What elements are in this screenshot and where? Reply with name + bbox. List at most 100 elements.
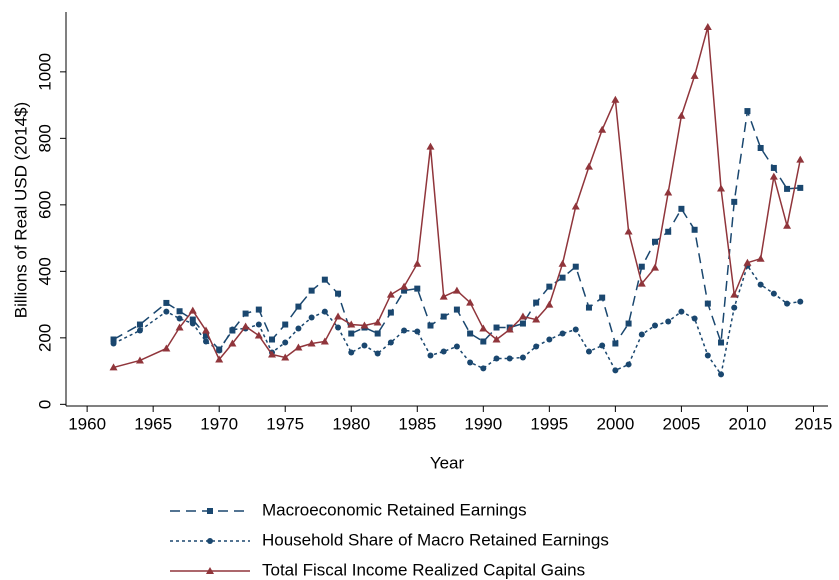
data-point bbox=[202, 332, 209, 339]
data-point bbox=[335, 290, 342, 297]
x-tick-label: 2000 bbox=[596, 414, 634, 433]
data-point bbox=[677, 111, 686, 119]
data-point bbox=[109, 363, 118, 371]
data-point bbox=[440, 348, 447, 355]
data-point bbox=[664, 188, 673, 196]
data-point bbox=[268, 350, 277, 358]
data-point bbox=[321, 308, 328, 315]
y-tick-label: 0 bbox=[35, 400, 54, 409]
x-tick-label: 2015 bbox=[795, 414, 833, 433]
data-point bbox=[229, 326, 236, 333]
data-point bbox=[374, 330, 381, 337]
data-point bbox=[678, 308, 685, 315]
data-point bbox=[718, 371, 725, 378]
data-point bbox=[136, 321, 143, 328]
data-point bbox=[558, 259, 567, 267]
data-point bbox=[308, 287, 315, 294]
data-point bbox=[400, 282, 409, 290]
data-point bbox=[401, 327, 408, 334]
data-point bbox=[797, 298, 804, 305]
data-point bbox=[254, 331, 263, 339]
data-point bbox=[717, 184, 726, 192]
data-point bbox=[546, 336, 553, 343]
data-point bbox=[413, 259, 422, 267]
data-point bbox=[770, 164, 777, 171]
data-point bbox=[320, 337, 329, 345]
data-point bbox=[638, 263, 645, 270]
data-point bbox=[532, 315, 541, 323]
data-point bbox=[281, 353, 290, 361]
data-point bbox=[518, 312, 527, 320]
x-tick-label: 2010 bbox=[729, 414, 767, 433]
data-point bbox=[427, 352, 434, 359]
data-point bbox=[188, 306, 197, 314]
data-point bbox=[361, 342, 368, 349]
data-point bbox=[757, 281, 764, 288]
data-point bbox=[427, 322, 434, 329]
data-point bbox=[479, 324, 488, 332]
x-tick-label: 1980 bbox=[332, 414, 370, 433]
data-point bbox=[176, 308, 183, 315]
data-point bbox=[691, 226, 698, 233]
data-point bbox=[638, 331, 645, 338]
data-point bbox=[453, 306, 460, 313]
data-point bbox=[255, 306, 262, 313]
legend-marker bbox=[206, 567, 214, 574]
data-point bbox=[373, 318, 382, 326]
data-point bbox=[571, 202, 580, 210]
data-point bbox=[546, 283, 553, 290]
data-point bbox=[744, 108, 751, 115]
legend-marker bbox=[207, 538, 213, 544]
y-tick-label: 400 bbox=[35, 257, 54, 285]
data-point bbox=[493, 324, 500, 331]
data-point bbox=[769, 172, 778, 180]
data-point bbox=[505, 325, 514, 333]
data-point bbox=[467, 359, 474, 366]
data-point bbox=[572, 263, 579, 270]
data-point bbox=[467, 330, 474, 337]
data-point bbox=[533, 299, 540, 306]
data-point bbox=[492, 335, 501, 343]
data-point bbox=[175, 323, 184, 331]
legend-marker bbox=[207, 508, 213, 514]
data-point bbox=[295, 303, 302, 310]
data-point bbox=[783, 221, 792, 229]
legend-label: Total Fiscal Income Realized Capital Gai… bbox=[262, 560, 585, 579]
y-tick-label: 200 bbox=[35, 324, 54, 352]
data-point bbox=[201, 326, 210, 334]
x-tick-label: 1975 bbox=[266, 414, 304, 433]
data-point bbox=[585, 348, 592, 355]
data-point bbox=[625, 320, 632, 327]
y-axis-label: Billions of Real USD (2014$) bbox=[11, 102, 30, 318]
data-point bbox=[215, 355, 224, 363]
legend-label: Household Share of Macro Retained Earnin… bbox=[262, 530, 609, 549]
data-point bbox=[348, 349, 355, 356]
data-point bbox=[718, 339, 725, 346]
data-point bbox=[255, 321, 262, 328]
data-point bbox=[466, 298, 475, 306]
data-point bbox=[387, 339, 394, 346]
data-point bbox=[784, 300, 791, 307]
data-point bbox=[348, 330, 355, 337]
data-point bbox=[599, 294, 606, 301]
data-point bbox=[176, 315, 183, 322]
data-point bbox=[294, 343, 303, 351]
data-point bbox=[242, 310, 249, 317]
data-point bbox=[665, 318, 672, 325]
data-point bbox=[189, 320, 196, 327]
data-point bbox=[624, 227, 633, 235]
data-point bbox=[599, 342, 606, 349]
data-point bbox=[136, 327, 143, 334]
y-tick-label: 600 bbox=[35, 191, 54, 219]
data-point bbox=[295, 325, 302, 332]
data-point bbox=[414, 328, 421, 335]
data-point bbox=[110, 340, 117, 347]
data-point bbox=[453, 343, 460, 350]
data-point bbox=[401, 287, 408, 294]
data-point bbox=[585, 304, 592, 311]
data-point bbox=[216, 347, 223, 354]
data-point bbox=[704, 352, 711, 359]
data-point bbox=[533, 343, 540, 350]
y-tick-label: 1000 bbox=[35, 53, 54, 91]
